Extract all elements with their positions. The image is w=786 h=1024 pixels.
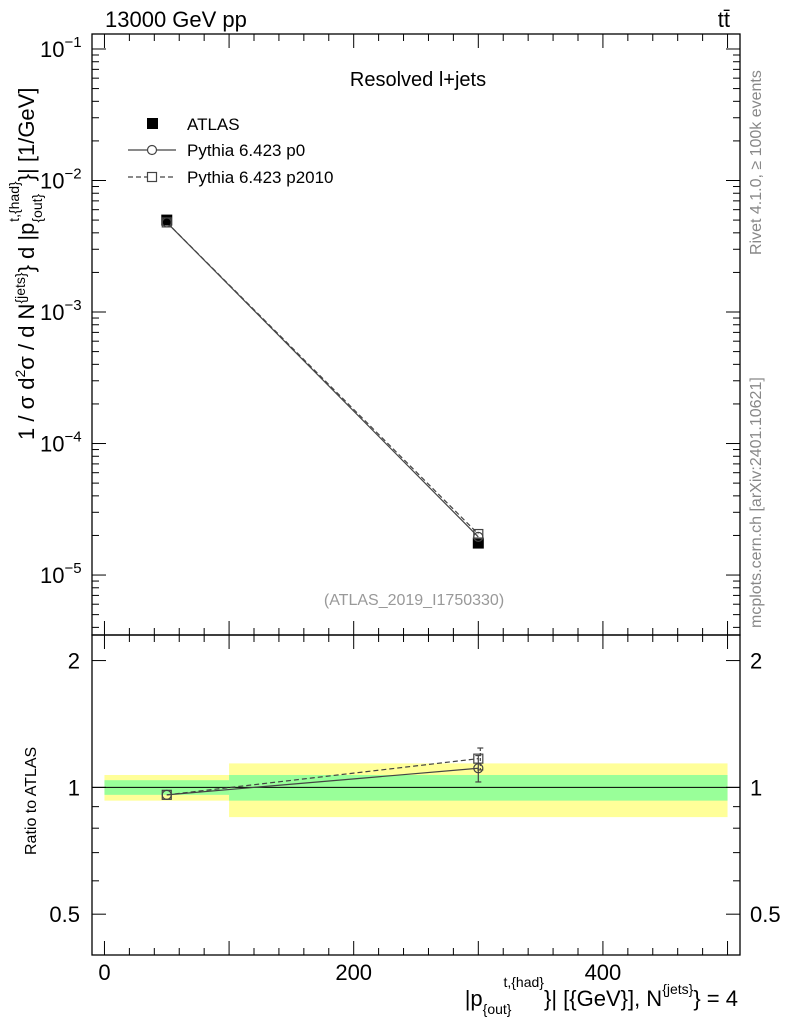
main-ytick-label: 10−5 (40, 560, 82, 588)
legend-atlas-marker (147, 118, 158, 129)
ratio-ytick-label-left: 2 (68, 649, 80, 674)
mcplots-label: mcplots.cern.ch [arXiv:2401.10621] (748, 377, 765, 628)
process-label: tt̄ (718, 7, 730, 32)
ratio-plot-frame (91, 634, 741, 956)
main-ytick-label: 10−2 (40, 165, 82, 193)
ratio-p0-point (473, 763, 484, 774)
ratio-xlabel: |p{out}t,{had}}| [{GeV}], N{jets}} = 4 (465, 974, 738, 1017)
ratio-p2010-point (473, 753, 484, 764)
ratio-plot-panel: 0.5 0.5 1 1 2 2 0 200 400 Ratio to ATLAS |p{out}… (23, 634, 781, 1017)
legend-p0-marker (146, 144, 158, 156)
ratio-ytick-label-right: 1 (750, 775, 762, 800)
ratio-xtick-label: 0 (98, 960, 110, 985)
ratio-ytick-label-left: 0.5 (49, 902, 80, 927)
analysis-label: (ATLAS_2019_I1750330) (324, 592, 504, 609)
ratio-ytick-label-right: 2 (750, 649, 762, 674)
legend: ATLAS Pythia 6.423 p0 Pythia 6.423 p2010 (128, 115, 334, 187)
p0-line (166, 221, 479, 538)
ratio-ytick-label-right: 0.5 (750, 902, 781, 927)
ratio-xtick-label: 400 (585, 960, 622, 985)
ratio-p0-line (166, 767, 479, 796)
legend-atlas-label: ATLAS (187, 115, 240, 134)
p0-point (473, 531, 484, 542)
legend-p2010-label: Pythia 6.423 p2010 (187, 168, 334, 187)
p2010-point (473, 528, 484, 540)
atlas-point (472, 537, 484, 549)
main-ytick-label: 10−3 (40, 297, 82, 325)
main-title: Resolved l+jets (350, 69, 486, 91)
energy-label: 13000 GeV pp (105, 7, 247, 32)
legend-p2010-marker (146, 171, 158, 183)
p0-point (161, 217, 172, 228)
main-ylabel: 1 / σ d2σ / d N{jets}} d |p{out}t,{had}}… (6, 88, 45, 440)
legend-p0-label: Pythia 6.423 p0 (187, 141, 305, 160)
ratio-ylabel: Ratio to ATLAS (23, 747, 40, 855)
ratio-xtick-label: 200 (335, 960, 372, 985)
main-ytick-label: 10−4 (40, 429, 82, 457)
ratio-p0-point (161, 789, 172, 800)
ratio-ytick-label-left: 1 (68, 775, 80, 800)
main-ytick-label: 10−1 (40, 34, 82, 62)
atlas-point (161, 214, 173, 226)
main-plot-panel: 10−5 10−4 10−3 10−2 10−1 Resolved l+jets (AT… (6, 33, 741, 636)
rivet-label: Rivet 4.1.0, ≥ 100k events (748, 70, 765, 255)
ratio-p2010-line (166, 758, 479, 796)
